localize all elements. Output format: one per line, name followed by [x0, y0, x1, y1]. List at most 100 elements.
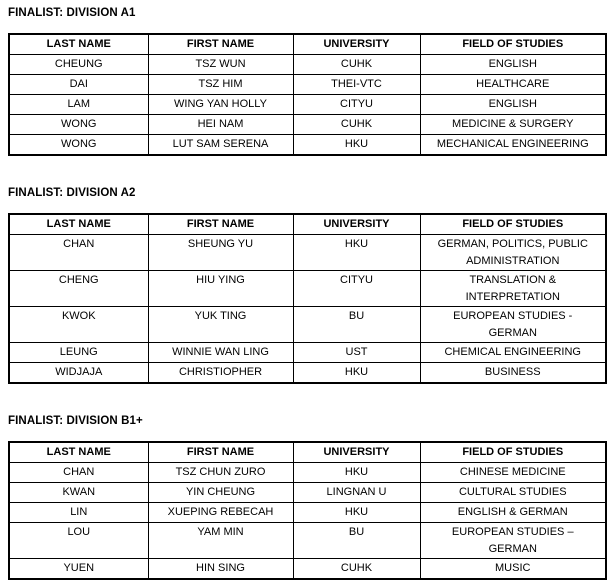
cell-first-name: WINNIE WAN LING: [147, 342, 294, 363]
cell-university: THEI-VTC: [292, 74, 421, 95]
cell-university: CUHK: [292, 54, 421, 75]
cell-last-name: CHAN: [8, 462, 149, 483]
table-row: CHENG HIU YING CITYU TRANSLATION & INTER…: [8, 270, 607, 307]
table-row: LAM WING YAN HOLLY CITYU ENGLISH: [8, 94, 607, 115]
cell-field-of-studies: MUSIC: [419, 558, 607, 580]
table-row: KWAN YIN CHEUNG LINGNAN U CULTURAL STUDI…: [8, 482, 607, 503]
cell-university: UST: [292, 342, 421, 363]
cell-last-name: WIDJAJA: [8, 362, 149, 384]
section-title: FINALIST: DIVISION A2: [8, 187, 136, 199]
cell-field-of-studies: HEALTHCARE: [419, 74, 607, 95]
section-title: FINALIST: DIVISION B1+: [8, 415, 143, 427]
table-row: LIN XUEPING REBECAH HKU ENGLISH & GERMAN: [8, 502, 607, 523]
cell-university: HKU: [292, 234, 421, 271]
col-header-first-name: FIRST NAME: [147, 441, 294, 463]
cell-first-name: HIN SING: [147, 558, 294, 580]
finalists-table-a2: LAST NAME FIRST NAME UNIVERSITY FIELD OF…: [8, 213, 607, 384]
cell-field-of-studies: EUROPEAN STUDIES - GERMAN: [419, 306, 607, 343]
header-row: LAST NAME FIRST NAME UNIVERSITY FIELD OF…: [8, 33, 607, 55]
cell-field-of-studies: EUROPEAN STUDIES – GERMAN: [419, 522, 607, 559]
cell-last-name: DAI: [8, 74, 149, 95]
cell-field-of-studies: MECHANICAL ENGINEERING: [419, 134, 607, 156]
table-row: YUEN HIN SING CUHK MUSIC: [8, 558, 607, 580]
cell-field-of-studies: CHEMICAL ENGINEERING: [419, 342, 607, 363]
col-header-field-of-studies: FIELD OF STUDIES: [419, 441, 607, 463]
col-header-last-name: LAST NAME: [8, 441, 149, 463]
cell-last-name: YUEN: [8, 558, 149, 580]
col-header-university: UNIVERSITY: [292, 441, 421, 463]
col-header-field-of-studies: FIELD OF STUDIES: [419, 33, 607, 55]
table-row: WIDJAJA CHRISTIOPHER HKU BUSINESS: [8, 362, 607, 384]
cell-first-name: LUT SAM SERENA: [147, 134, 294, 156]
section-title: FINALIST: DIVISION A1: [8, 7, 136, 19]
cell-first-name: TSZ WUN: [147, 54, 294, 75]
section-division-b1plus: FINALIST: DIVISION B1+ LAST NAME FIRST N…: [8, 414, 607, 580]
section-division-a2: FINALIST: DIVISION A2 LAST NAME FIRST NA…: [8, 186, 607, 384]
cell-field-of-studies: GERMAN, POLITICS, PUBLIC ADMINISTRATION: [419, 234, 607, 271]
cell-field-of-studies: BUSINESS: [419, 362, 607, 384]
cell-university: LINGNAN U: [292, 482, 421, 503]
table-row: CHAN SHEUNG YU HKU GERMAN, POLITICS, PUB…: [8, 234, 607, 271]
cell-university: BU: [292, 306, 421, 343]
cell-last-name: WONG: [8, 114, 149, 135]
table-row: DAI TSZ HIM THEI-VTC HEALTHCARE: [8, 74, 607, 95]
cell-first-name: CHRISTIOPHER: [147, 362, 294, 384]
cell-last-name: CHEUNG: [8, 54, 149, 75]
cell-last-name: LOU: [8, 522, 149, 559]
cell-last-name: KWAN: [8, 482, 149, 503]
cell-university: HKU: [292, 362, 421, 384]
col-header-first-name: FIRST NAME: [147, 33, 294, 55]
cell-last-name: LAM: [8, 94, 149, 115]
cell-university: CUHK: [292, 114, 421, 135]
cell-first-name: YUK TING: [147, 306, 294, 343]
cell-last-name: CHENG: [8, 270, 149, 307]
cell-university: CUHK: [292, 558, 421, 580]
cell-university: CITYU: [292, 94, 421, 115]
header-row: LAST NAME FIRST NAME UNIVERSITY FIELD OF…: [8, 441, 607, 463]
cell-university: HKU: [292, 462, 421, 483]
cell-first-name: SHEUNG YU: [147, 234, 294, 271]
cell-first-name: YIN CHEUNG: [147, 482, 294, 503]
cell-last-name: WONG: [8, 134, 149, 156]
cell-university: HKU: [292, 502, 421, 523]
table-row: WONG HEI NAM CUHK MEDICINE & SURGERY: [8, 114, 607, 135]
col-header-last-name: LAST NAME: [8, 33, 149, 55]
col-header-university: UNIVERSITY: [292, 33, 421, 55]
cell-first-name: XUEPING REBECAH: [147, 502, 294, 523]
cell-field-of-studies: CULTURAL STUDIES: [419, 482, 607, 503]
cell-first-name: YAM MIN: [147, 522, 294, 559]
cell-first-name: TSZ HIM: [147, 74, 294, 95]
col-header-first-name: FIRST NAME: [147, 213, 294, 235]
cell-first-name: HEI NAM: [147, 114, 294, 135]
col-header-last-name: LAST NAME: [8, 213, 149, 235]
cell-first-name: WING YAN HOLLY: [147, 94, 294, 115]
cell-first-name: TSZ CHUN ZURO: [147, 462, 294, 483]
cell-last-name: LIN: [8, 502, 149, 523]
cell-first-name: HIU YING: [147, 270, 294, 307]
cell-field-of-studies: TRANSLATION & INTERPRETATION: [419, 270, 607, 307]
header-row: LAST NAME FIRST NAME UNIVERSITY FIELD OF…: [8, 213, 607, 235]
cell-field-of-studies: CHINESE MEDICINE: [419, 462, 607, 483]
table-row: LOU YAM MIN BU EUROPEAN STUDIES – GERMAN: [8, 522, 607, 559]
section-division-a1: FINALIST: DIVISION A1 LAST NAME FIRST NA…: [8, 6, 607, 156]
finalists-table-a1: LAST NAME FIRST NAME UNIVERSITY FIELD OF…: [8, 33, 607, 156]
table-row: CHAN TSZ CHUN ZURO HKU CHINESE MEDICINE: [8, 462, 607, 483]
cell-field-of-studies: ENGLISH & GERMAN: [419, 502, 607, 523]
table-row: LEUNG WINNIE WAN LING UST CHEMICAL ENGIN…: [8, 342, 607, 363]
cell-university: CITYU: [292, 270, 421, 307]
table-row: KWOK YUK TING BU EUROPEAN STUDIES - GERM…: [8, 306, 607, 343]
table-row: CHEUNG TSZ WUN CUHK ENGLISH: [8, 54, 607, 75]
cell-field-of-studies: ENGLISH: [419, 94, 607, 115]
col-header-university: UNIVERSITY: [292, 213, 421, 235]
finalists-table-b1plus: LAST NAME FIRST NAME UNIVERSITY FIELD OF…: [8, 441, 607, 580]
cell-field-of-studies: MEDICINE & SURGERY: [419, 114, 607, 135]
cell-university: BU: [292, 522, 421, 559]
cell-last-name: KWOK: [8, 306, 149, 343]
cell-last-name: LEUNG: [8, 342, 149, 363]
table-row: WONG LUT SAM SERENA HKU MECHANICAL ENGIN…: [8, 134, 607, 156]
cell-last-name: CHAN: [8, 234, 149, 271]
cell-university: HKU: [292, 134, 421, 156]
col-header-field-of-studies: FIELD OF STUDIES: [419, 213, 607, 235]
cell-field-of-studies: ENGLISH: [419, 54, 607, 75]
